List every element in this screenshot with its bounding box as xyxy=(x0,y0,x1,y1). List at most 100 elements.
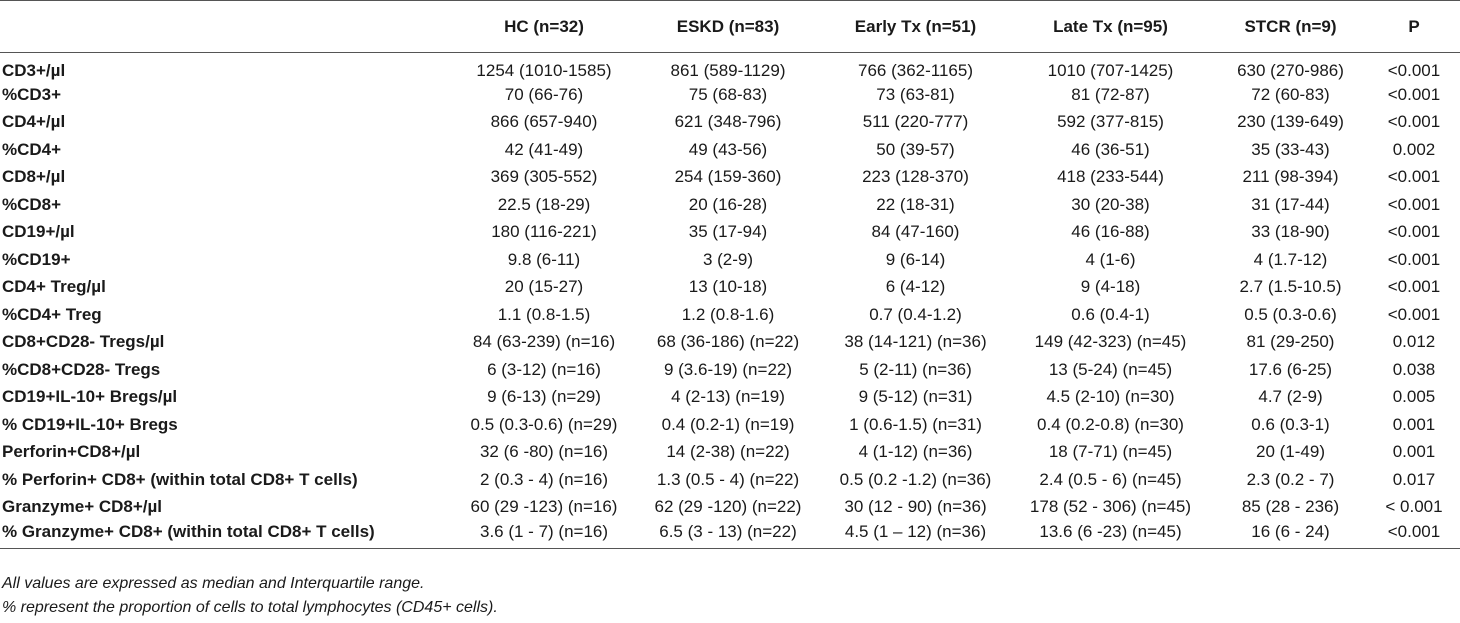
cell-eskd: 6.5 (3 - 13) (n=22) xyxy=(633,521,823,549)
row-label: CD4+ Treg/µl xyxy=(2,277,106,297)
table-row: Granzyme+ CD8+/µl 60 (29 -123) (n=16) 62 (… xyxy=(0,494,1460,522)
cell-late-tx: 2.4 (0.5 - 6) (n=45) xyxy=(1039,469,1182,489)
cell-p: 0.001 xyxy=(1392,442,1436,462)
cell-late-tx: 18 (7-71) (n=45) xyxy=(1048,442,1173,462)
data-table: HC (n=32) ESKD (n=83) Early Tx (n=51) La… xyxy=(0,0,1460,549)
cell-early-tx: 9 (6-14) xyxy=(885,249,946,269)
cell-early-tx: 5 (2-11) (n=36) xyxy=(859,359,972,379)
cell-hc: 866 (657-940) xyxy=(490,112,598,132)
row-label: % Granzyme+ CD8+ (within total CD8+ T ce… xyxy=(0,521,455,549)
table-body: CD3+/µl 1254 (1010-1585) 861 (589-1129) 766… xyxy=(0,53,1460,549)
table-footnotes: All values are expressed as median and I… xyxy=(2,572,498,620)
cell-hc: 1.1 (0.8-1.5) xyxy=(497,304,591,324)
cell-late-tx: 4 (1-6) xyxy=(1085,249,1136,269)
cell-stcr: 85 (28 - 236) xyxy=(1241,497,1340,517)
table-row: CD4+/µl 866 (657-940) 621 (348-796) 511 (22… xyxy=(0,109,1460,137)
header-cell-late-tx: Late Tx (n=95) xyxy=(1008,0,1213,53)
header-cell-hc: HC (n=32) xyxy=(455,0,633,53)
table-row: CD3+/µl 1254 (1010-1585) 861 (589-1129) 766… xyxy=(0,53,1460,82)
cell-stcr: 4 (1.7-12) xyxy=(1253,249,1328,269)
cell-stcr: 211 (98-394) xyxy=(1242,167,1339,187)
cell-stcr: 16 (6 - 24) xyxy=(1213,521,1368,549)
cell-stcr: 0.6 (0.3-1) xyxy=(1251,414,1330,434)
header-cell-early-tx: Early Tx (n=51) xyxy=(823,0,1008,53)
cell-early-tx: 50 (39-57) xyxy=(876,139,955,159)
row-label: % CD19+IL-10+ Bregs xyxy=(2,414,178,434)
footnote-median: All values are expressed as median and I… xyxy=(2,575,425,592)
cell-early-tx: 223 (128-370) xyxy=(862,167,969,187)
cell-early-tx: 511 (220-777) xyxy=(862,112,969,132)
cell-p: 0.017 xyxy=(1392,469,1436,489)
cell-p: 0.012 xyxy=(1392,332,1436,352)
cell-late-tx: 0.6 (0.4-1) xyxy=(1071,304,1150,324)
cell-eskd: 62 (29 -120) (n=22) xyxy=(654,497,802,517)
row-label: CD3+/µl xyxy=(2,61,66,80)
table-row: CD4+ Treg/µl 20 (15-27) 13 (10-18) 6 (4-12)… xyxy=(0,274,1460,302)
row-label: %CD4+ Treg xyxy=(2,304,102,324)
cell-p: <0.001 xyxy=(1387,277,1441,297)
cell-early-tx: 1 (0.6-1.5) (n=31) xyxy=(849,414,982,434)
header-cell-eskd: ESKD (n=83) xyxy=(633,0,823,53)
cell-hc: 1254 (1010-1585) xyxy=(476,61,612,80)
cell-p: < 0.001 xyxy=(1385,497,1443,517)
cell-p: 0.005 xyxy=(1392,387,1436,407)
cell-eskd: 0.4 (0.2-1) (n=19) xyxy=(661,414,795,434)
cell-late-tx: 1010 (707-1425) xyxy=(1047,61,1174,80)
row-label: Granzyme+ CD8+/µl xyxy=(2,497,163,517)
row-label: CD4+/µl xyxy=(2,112,66,132)
cell-p: <0.001 xyxy=(1387,167,1441,187)
cell-late-tx: 81 (72-87) xyxy=(1071,84,1150,104)
table-row: %CD8+ 22.5 (18-29) 20 (16-28) 22 (18-31) 30 … xyxy=(0,191,1460,219)
cell-stcr: 72 (60-83) xyxy=(1251,84,1330,104)
cell-eskd: 861 (589-1129) xyxy=(670,61,786,80)
cell-stcr: 31 (17-44) xyxy=(1251,194,1330,214)
table-row: CD19+/µl 180 (116-221) 35 (17-94) 84 (47-16… xyxy=(0,219,1460,247)
cell-stcr: 33 (18-90) xyxy=(1251,222,1330,242)
row-label: %CD8+CD28- Tregs xyxy=(2,359,161,379)
cell-p: 0.038 xyxy=(1392,359,1436,379)
cell-hc: 32 (6 -80) (n=16) xyxy=(479,442,609,462)
cell-p: <0.001 xyxy=(1387,84,1441,104)
cell-late-tx: 30 (20-38) xyxy=(1071,194,1150,214)
cell-hc: 9 (6-13) (n=29) xyxy=(487,387,601,407)
cell-stcr: 4.7 (2-9) xyxy=(1258,387,1323,407)
cell-late-tx: 46 (36-51) xyxy=(1071,139,1150,159)
cell-eskd: 1.2 (0.8-1.6) xyxy=(681,304,775,324)
table-row: % Granzyme+ CD8+ (within total CD8+ T ce… xyxy=(0,521,1460,549)
cell-eskd: 621 (348-796) xyxy=(674,112,782,132)
cell-eskd: 68 (36-186) (n=22) xyxy=(656,332,800,352)
cell-eskd: 254 (159-360) xyxy=(674,167,782,187)
cell-eskd: 9 (3.6-19) (n=22) xyxy=(663,359,793,379)
cell-p: <0.001 xyxy=(1387,112,1441,132)
table-row: % CD19+IL-10+ Bregs 0.5 (0.3-0.6) (n=29) 0… xyxy=(0,411,1460,439)
row-label: %CD19+ xyxy=(2,249,71,269)
table-row: % Perforin+ CD8+ (within total CD8+ T ce… xyxy=(0,466,1460,494)
cell-hc: 6 (3-12) (n=16) xyxy=(487,359,601,379)
table-row: CD8+/µl 369 (305-552) 254 (159-360) 223 (12… xyxy=(0,164,1460,192)
cell-eskd: 75 (68-83) xyxy=(688,84,768,104)
header-cell-label xyxy=(0,0,455,53)
cell-hc: 3.6 (1 - 7) (n=16) xyxy=(455,521,633,549)
row-label: CD8+CD28- Tregs/µl xyxy=(2,332,165,352)
cell-early-tx: 84 (47-160) xyxy=(871,222,960,242)
cell-early-tx: 38 (14-121) (n=36) xyxy=(844,332,987,352)
cell-early-tx: 73 (63-81) xyxy=(876,84,955,104)
cell-late-tx: 9 (4-18) xyxy=(1080,277,1141,297)
row-label: CD19+IL-10+ Bregs/µl xyxy=(2,387,178,407)
cell-hc: 369 (305-552) xyxy=(490,167,598,187)
cell-eskd: 1.3 (0.5 - 4) (n=22) xyxy=(656,469,800,489)
table-row: %CD19+ 9.8 (6-11) 3 (2-9) 9 (6-14) 4 (1-6) 4 … xyxy=(0,246,1460,274)
row-label: %CD3+ xyxy=(2,84,62,104)
cell-p: <0.001 xyxy=(1387,61,1441,80)
table-row: Perforin+CD8+/µl 32 (6 -80) (n=16) 14 (2-3… xyxy=(0,439,1460,467)
cell-hc: 42 (41-49) xyxy=(504,139,584,159)
cell-eskd: 35 (17-94) xyxy=(688,222,768,242)
cell-early-tx: 9 (5-12) (n=31) xyxy=(858,387,973,407)
row-label: %CD8+ xyxy=(2,194,62,214)
cell-hc: 20 (15-27) xyxy=(504,277,584,297)
cell-late-tx: 0.4 (0.2-0.8) (n=30) xyxy=(1037,414,1184,434)
cell-early-tx: 6 (4-12) xyxy=(885,277,946,297)
cell-hc: 2 (0.3 - 4) (n=16) xyxy=(479,469,609,489)
cell-stcr: 2.3 (0.2 - 7) xyxy=(1246,469,1335,489)
cell-early-tx: 22 (18-31) xyxy=(876,194,955,214)
